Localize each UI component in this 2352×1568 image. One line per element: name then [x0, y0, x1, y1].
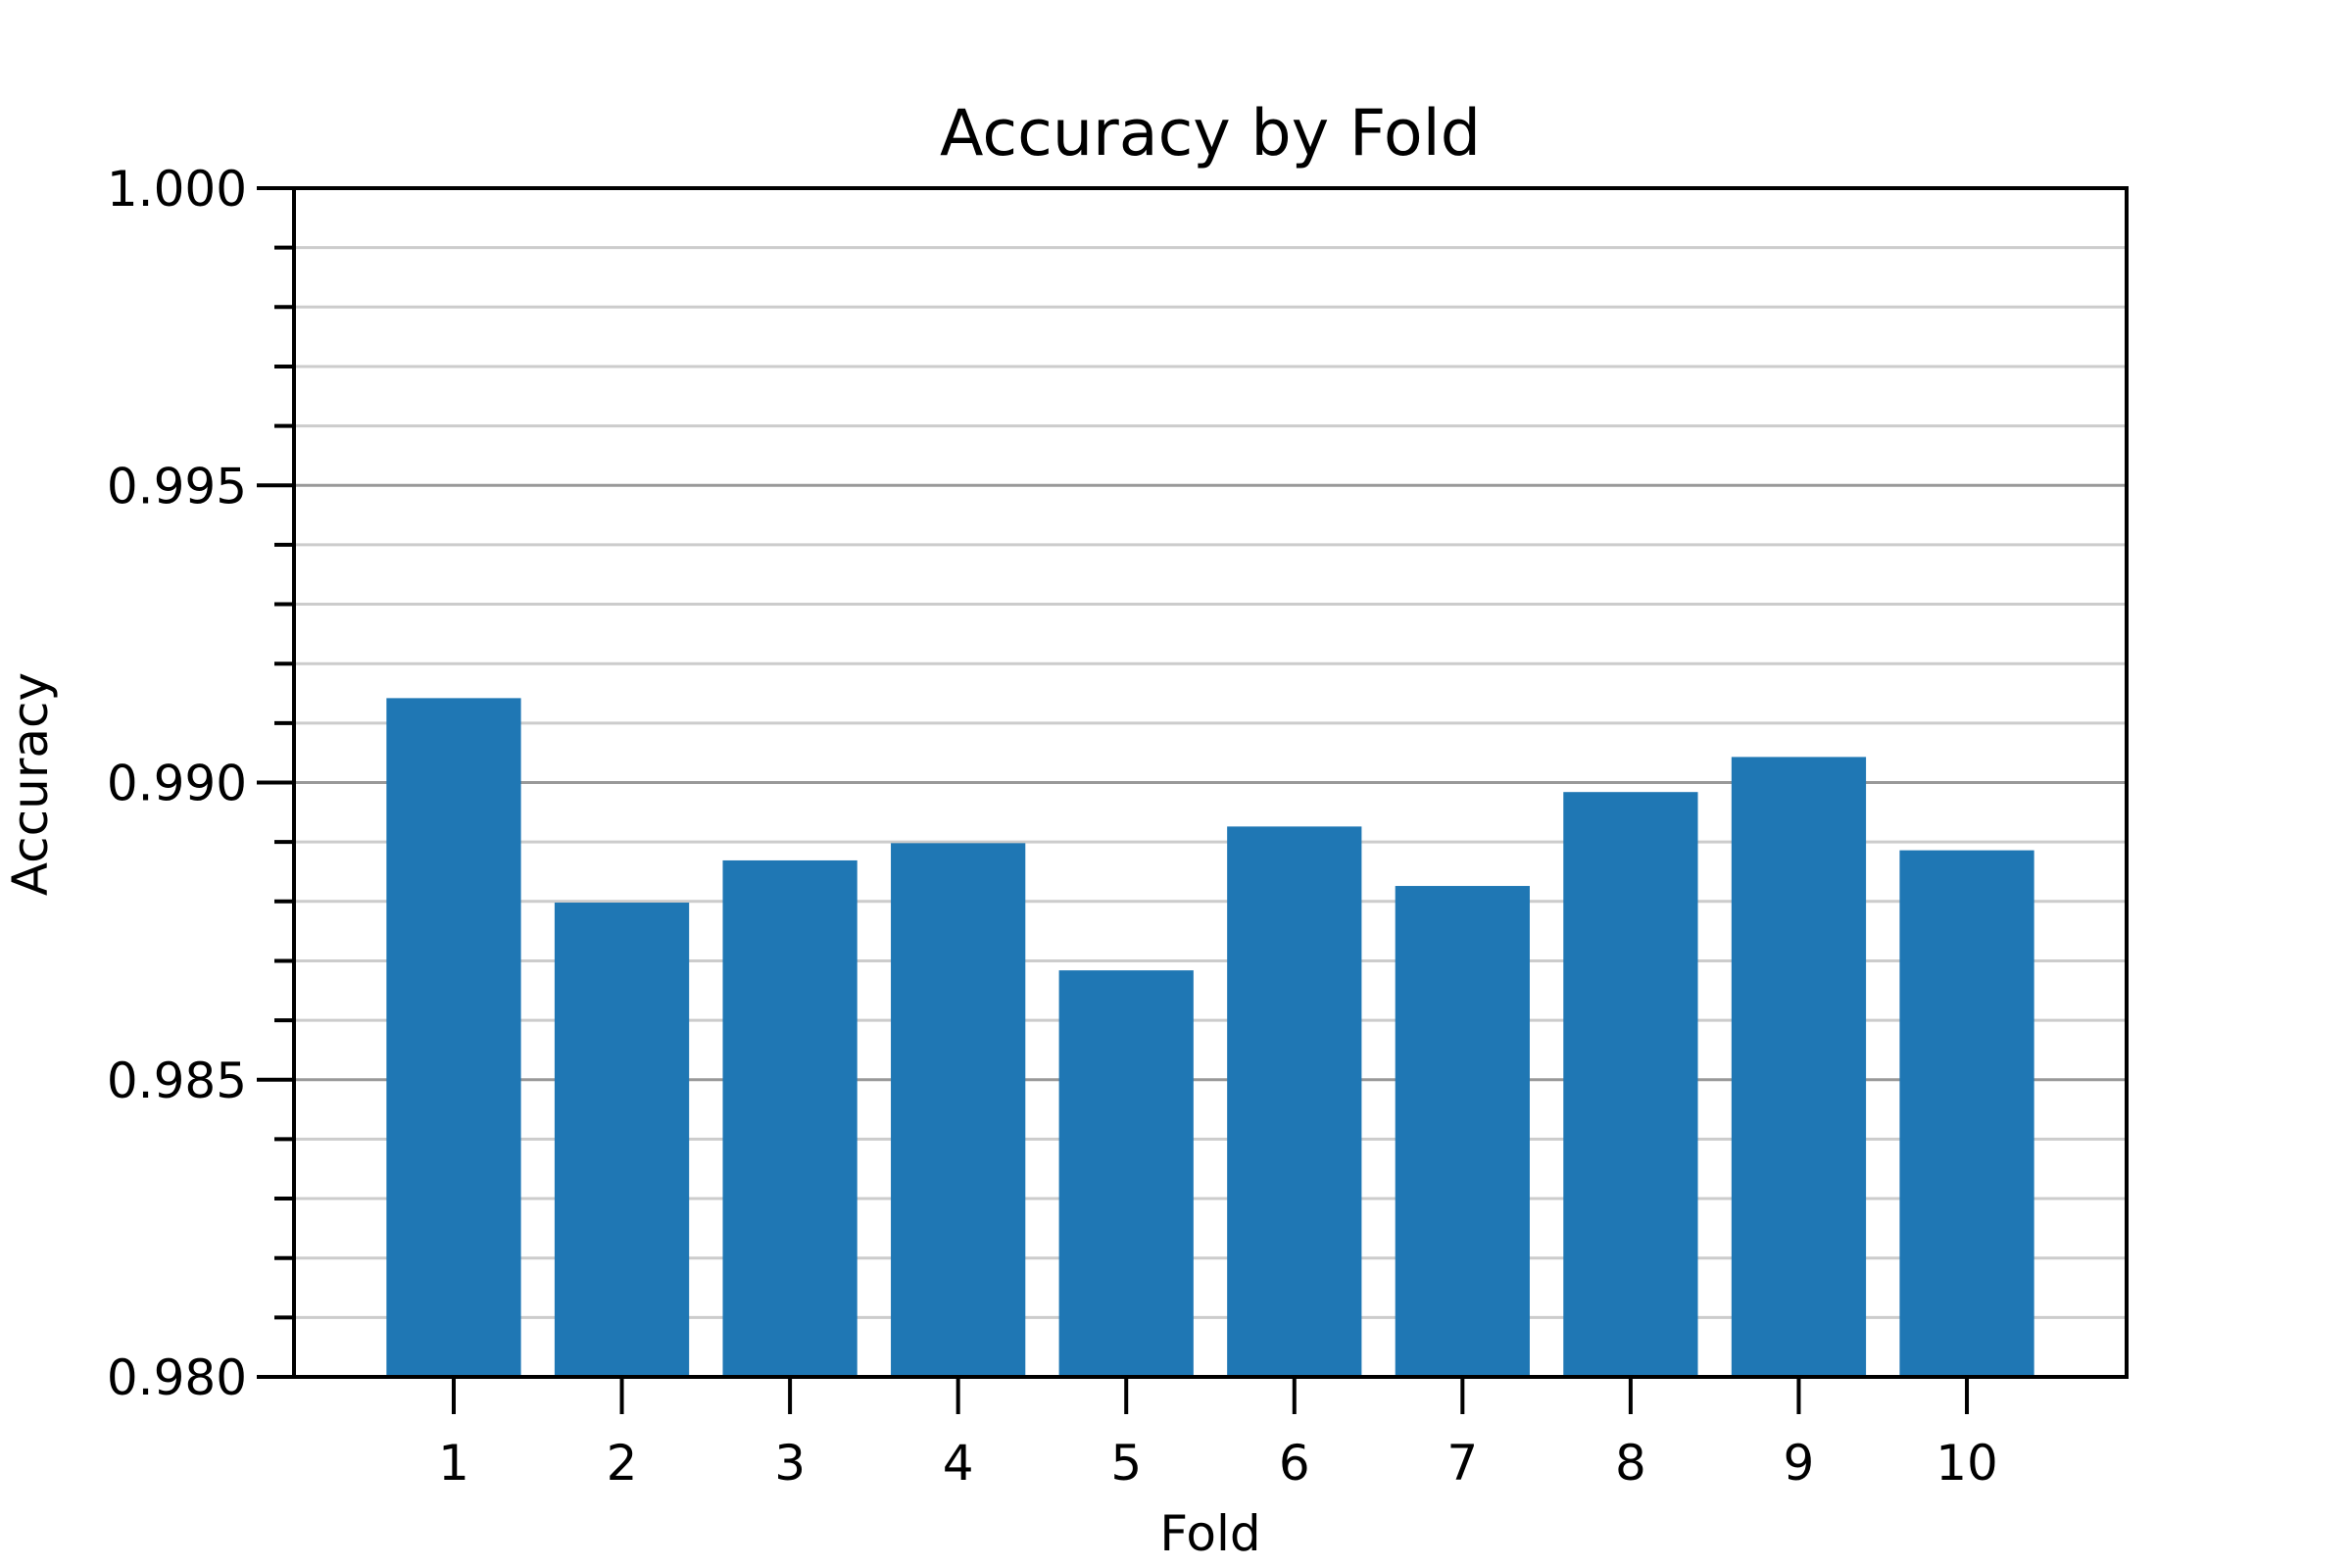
y-axis: 0.980 0.985 0.990 0.995 1.000	[107, 161, 294, 1406]
x-tick-label: 10	[1936, 1435, 1998, 1492]
x-tick-label: 4	[943, 1435, 974, 1492]
x-tick-label: 1	[438, 1435, 469, 1492]
bar-fold-1	[386, 698, 521, 1377]
y-axis-label: Accuracy	[2, 672, 59, 896]
x-tick-label: 6	[1279, 1435, 1310, 1492]
bar-fold-7	[1395, 886, 1530, 1377]
bar-fold-10	[1899, 850, 2034, 1377]
y-tick-label: 1.000	[107, 161, 247, 218]
y-tick-label: 0.995	[107, 458, 247, 514]
y-tick-label: 0.980	[107, 1349, 247, 1406]
bar-fold-3	[722, 859, 858, 1377]
x-axis: 1 2 3 4 5 6 7 8 9 10	[438, 1377, 1998, 1492]
bars-layer	[386, 698, 2034, 1377]
bar-fold-5	[1058, 970, 1194, 1377]
x-tick-label: 9	[1784, 1435, 1815, 1492]
bar-fold-4	[891, 843, 1026, 1377]
bar-fold-9	[1731, 757, 1867, 1377]
chart-title: Accuracy by Fold	[940, 97, 1481, 171]
x-tick-label: 8	[1615, 1435, 1646, 1492]
x-tick-label: 2	[607, 1435, 638, 1492]
x-tick-label: 3	[774, 1435, 806, 1492]
y-tick-label: 0.985	[107, 1053, 247, 1109]
y-tick-label: 0.990	[107, 756, 247, 812]
bar-fold-6	[1227, 826, 1362, 1377]
x-axis-label: Fold	[1159, 1505, 1260, 1562]
x-tick-label: 7	[1446, 1435, 1478, 1492]
x-tick-label: 5	[1110, 1435, 1142, 1492]
bar-fold-2	[554, 903, 690, 1377]
bar-fold-8	[1563, 792, 1698, 1377]
